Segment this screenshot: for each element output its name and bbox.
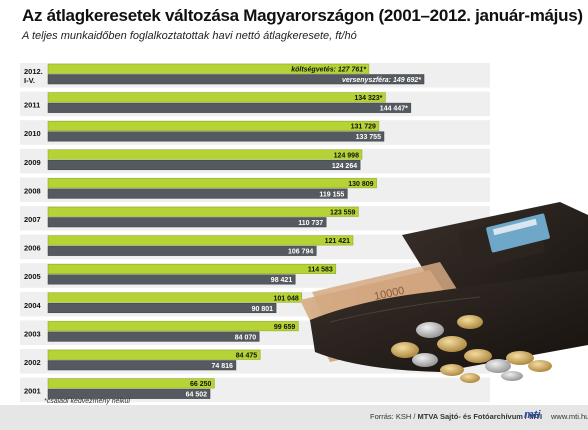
- chart-subtitle: A teljes munkaidőben foglalkoztatottak h…: [22, 30, 357, 42]
- category-label: 2011: [24, 101, 40, 110]
- bar-series-2: [47, 303, 277, 314]
- bar-series-2: [47, 388, 211, 399]
- bar-series-2: [47, 360, 237, 371]
- chart-title: Az átlagkeresetek változása Magyarország…: [22, 6, 583, 25]
- bar-series-1: [47, 235, 354, 246]
- footnote: *családi kedvezmény nélkül: [44, 398, 130, 405]
- data-label-series-2: 64 502: [186, 392, 208, 399]
- source-url: www.mti.hu: [551, 412, 588, 421]
- data-label-series-1: 124 998: [334, 152, 359, 159]
- data-label-series-2: 106 794: [288, 249, 313, 256]
- bar-series-1: [47, 321, 299, 332]
- bar-series-2: [47, 217, 327, 228]
- source-credit: Forrás: KSH / MTVA Sajtó- és Fotóarchívu…: [370, 412, 542, 421]
- data-label-series-2: 74 816: [212, 363, 234, 370]
- bar-series-2: [47, 274, 296, 285]
- bar-series-2: [47, 74, 425, 85]
- mti-logo: mti: [524, 409, 541, 421]
- bar-series-1: [47, 292, 303, 303]
- bar-series-1: [47, 120, 380, 131]
- category-label: 2009: [24, 158, 41, 167]
- category-label: 2008: [24, 186, 41, 195]
- data-label-series-1: 84 475: [236, 353, 258, 360]
- bar-series-1: [47, 63, 370, 74]
- data-label-series-1: 131 729: [351, 124, 376, 131]
- bar-series-2: [47, 102, 412, 113]
- data-label-series-2: 98 421: [271, 277, 293, 284]
- data-label-series-1: 134 323*: [354, 95, 382, 102]
- wallet-with-coins-illustration: 10000: [300, 202, 588, 383]
- category-label: 2012.: [24, 67, 43, 76]
- data-label-series-1: 121 421: [325, 238, 350, 245]
- bar-series-1: [47, 349, 261, 360]
- bar-series-1: [47, 378, 215, 389]
- data-label-series-2: 84 070: [235, 334, 257, 341]
- category-label: 2005: [24, 272, 41, 281]
- bar-series-2: [47, 160, 361, 171]
- category-label: 2004: [24, 301, 42, 310]
- data-label-series-2: 133 755: [356, 134, 381, 141]
- bar-series-1: [47, 206, 359, 217]
- bar-series-1: [47, 263, 337, 274]
- bar-series-1: [47, 178, 377, 189]
- category-label: 2006: [24, 244, 41, 253]
- source-agency: MTVA Sajtó- és Fotóarchívum / MTI: [417, 412, 543, 421]
- category-label-line2: I-V.: [24, 76, 35, 85]
- bar-chart: 2012.I-V. költségvetés: 127 761* versenysz…: [20, 63, 490, 403]
- category-label: 2001: [24, 387, 41, 396]
- data-label-series-2: 124 264: [332, 163, 357, 170]
- data-label-series-2: 90 801: [252, 306, 274, 313]
- data-label-series-1: 66 250: [190, 381, 212, 388]
- category-label: 2003: [24, 329, 41, 338]
- source-prefix: Forrás: KSH /: [370, 412, 418, 421]
- category-label: 2010: [24, 129, 41, 138]
- data-label-series-1: költségvetés: 127 761*: [291, 67, 366, 74]
- data-label-series-1: 114 583: [308, 267, 333, 274]
- data-label-series-2: 119 155: [319, 191, 344, 198]
- footer-bar: [0, 405, 588, 430]
- bar-series-1: [47, 149, 363, 160]
- bar-series-2: [47, 245, 317, 256]
- bar-series-2: [47, 331, 260, 342]
- data-label-series-1: 101 048: [274, 295, 299, 302]
- bar-series-2: [47, 131, 385, 142]
- bar-series-2: [47, 188, 348, 199]
- bar-series-1: [47, 92, 386, 103]
- data-label-series-2: 110 737: [298, 220, 323, 227]
- data-label-series-1: 99 659: [274, 324, 296, 331]
- category-label: 2007: [24, 215, 41, 224]
- category-label: 2002: [24, 358, 41, 367]
- data-label-series-1: 123 559: [330, 210, 355, 217]
- data-label-series-1: 130 809: [348, 181, 373, 188]
- data-label-series-2: versenyszféra: 149 692*: [342, 77, 421, 84]
- data-label-series-2: 144 447*: [380, 106, 408, 113]
